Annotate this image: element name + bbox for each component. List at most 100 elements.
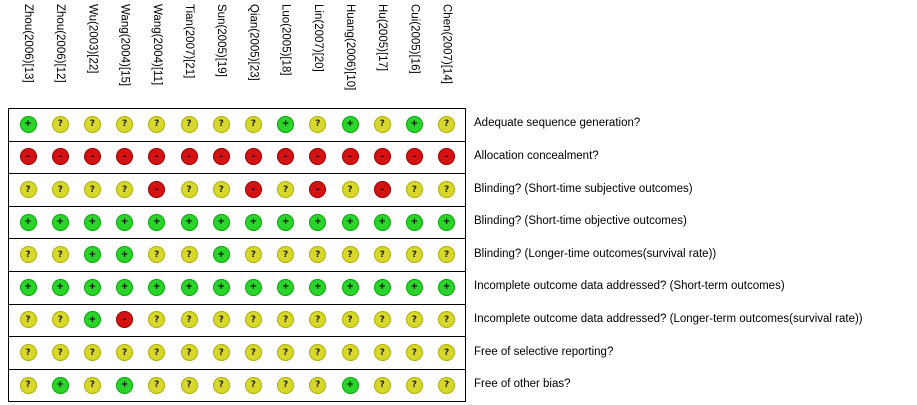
grid-row-line xyxy=(8,271,466,272)
high-risk-icon: - xyxy=(19,148,37,166)
unclear-risk-icon: ? xyxy=(341,344,359,361)
domain-label: Blinding? (Short-time objective outcomes… xyxy=(474,215,687,228)
low-risk-icon: + xyxy=(244,213,262,231)
high-risk-icon: - xyxy=(373,148,391,166)
low-risk-icon: + xyxy=(180,278,198,296)
unclear-risk-icon: ? xyxy=(51,246,69,264)
unclear-risk-icon: ? xyxy=(148,115,166,133)
low-risk-icon: + xyxy=(116,213,134,231)
high-risk-icon: - xyxy=(277,148,295,166)
unclear-risk-icon: ? xyxy=(83,181,101,198)
low-risk-icon: + xyxy=(309,278,327,296)
low-risk-icon: + xyxy=(438,213,456,231)
unclear-risk-icon: ? xyxy=(309,376,327,394)
unclear-risk-icon: ? xyxy=(405,376,423,394)
unclear-risk-icon: ? xyxy=(148,344,166,361)
study-label: Luo(2005)[18] xyxy=(279,4,292,76)
unclear-risk-icon: ? xyxy=(309,344,327,361)
unclear-risk-icon: ? xyxy=(244,376,262,394)
unclear-risk-icon: ? xyxy=(405,181,423,198)
high-risk-icon: - xyxy=(116,148,134,166)
unclear-risk-icon: ? xyxy=(83,115,101,133)
unclear-risk-icon: ? xyxy=(373,344,391,361)
unclear-risk-icon: ? xyxy=(405,246,423,264)
low-risk-icon: + xyxy=(83,311,101,329)
unclear-risk-icon: ? xyxy=(277,344,295,361)
unclear-risk-icon: ? xyxy=(212,115,230,133)
low-risk-icon: + xyxy=(277,213,295,231)
unclear-risk-icon: ? xyxy=(405,311,423,329)
low-risk-icon: + xyxy=(19,213,37,231)
low-risk-icon: + xyxy=(148,213,166,231)
low-risk-icon: + xyxy=(19,278,37,296)
grid-row-line xyxy=(8,368,466,370)
unclear-risk-icon: ? xyxy=(341,181,359,198)
low-risk-icon: + xyxy=(116,246,134,264)
unclear-risk-icon: ? xyxy=(373,376,391,394)
study-label: Huang(2006)[10] xyxy=(344,4,356,91)
high-risk-icon: - xyxy=(148,148,166,166)
unclear-risk-icon: ? xyxy=(180,311,198,329)
low-risk-icon: + xyxy=(51,213,69,231)
unclear-risk-icon: ? xyxy=(51,181,69,198)
low-risk-icon: + xyxy=(212,246,230,264)
low-risk-icon: + xyxy=(341,115,359,133)
low-risk-icon: + xyxy=(277,115,295,133)
low-risk-icon: + xyxy=(19,115,37,133)
high-risk-icon: - xyxy=(244,181,262,198)
unclear-risk-icon: ? xyxy=(244,344,262,361)
unclear-risk-icon: ? xyxy=(309,115,327,133)
unclear-risk-icon: ? xyxy=(244,311,262,329)
unclear-risk-icon: ? xyxy=(148,376,166,394)
judgement-grid: +??????? +? +? +? - - - - - - - - - - - - - -???? -?? -? -? -… xyxy=(8,108,466,403)
unclear-risk-icon: ? xyxy=(19,376,37,394)
low-risk-icon: + xyxy=(438,278,456,296)
unclear-risk-icon: ? xyxy=(116,115,134,133)
domain-label: Incomplete outcome data addressed? (Long… xyxy=(474,312,863,325)
high-risk-icon: - xyxy=(51,148,69,166)
low-risk-icon: + xyxy=(51,376,69,394)
low-risk-icon: + xyxy=(83,278,101,296)
study-label: Cui(2005)[16] xyxy=(408,4,421,74)
low-risk-icon: + xyxy=(116,376,134,394)
unclear-risk-icon: ? xyxy=(405,344,423,361)
unclear-risk-icon: ? xyxy=(373,311,391,329)
low-risk-icon: + xyxy=(148,278,166,296)
unclear-risk-icon: ? xyxy=(19,246,37,264)
low-risk-icon: + xyxy=(277,278,295,296)
grid-column-line xyxy=(8,108,9,402)
high-risk-icon: - xyxy=(373,181,391,198)
unclear-risk-icon: ? xyxy=(212,181,230,198)
high-risk-icon: - xyxy=(309,148,327,166)
unclear-risk-icon: ? xyxy=(51,344,69,361)
unclear-risk-icon: ? xyxy=(180,181,198,198)
high-risk-icon: - xyxy=(83,148,101,166)
unclear-risk-icon: ? xyxy=(180,344,198,361)
grid-column-line xyxy=(465,108,466,402)
unclear-risk-icon: ? xyxy=(180,376,198,394)
domain-label: Adequate sequence generation? xyxy=(474,117,641,130)
study-label: Wu(2003)[22] xyxy=(86,4,99,74)
domain-label: Blinding? (Longer-time outcomes(survival… xyxy=(474,247,717,260)
study-label: Lin(2007)[20] xyxy=(311,4,324,72)
unclear-risk-icon: ? xyxy=(277,246,295,264)
low-risk-icon: + xyxy=(309,213,327,231)
low-risk-icon: + xyxy=(116,278,134,296)
unclear-risk-icon: ? xyxy=(212,344,230,361)
unclear-risk-icon: ? xyxy=(19,311,37,329)
low-risk-icon: + xyxy=(405,213,423,231)
domain-label: Free of other bias? xyxy=(474,378,571,391)
unclear-risk-icon: ? xyxy=(277,376,295,394)
unclear-risk-icon: ? xyxy=(438,311,456,329)
study-label: Wang(2004)[15] xyxy=(118,4,131,87)
study-label: Sun(2005)[19] xyxy=(215,4,228,77)
unclear-risk-icon: ? xyxy=(83,344,101,361)
high-risk-icon: - xyxy=(212,148,230,166)
study-label: Zhou(2006)[12] xyxy=(54,4,67,83)
low-risk-icon: + xyxy=(341,376,359,394)
study-label: Hu(2005)[17] xyxy=(376,4,389,72)
study-label: Chen(2007)[14] xyxy=(440,4,453,84)
low-risk-icon: + xyxy=(405,278,423,296)
grid-row-line xyxy=(8,303,466,305)
unclear-risk-icon: ? xyxy=(341,311,359,329)
